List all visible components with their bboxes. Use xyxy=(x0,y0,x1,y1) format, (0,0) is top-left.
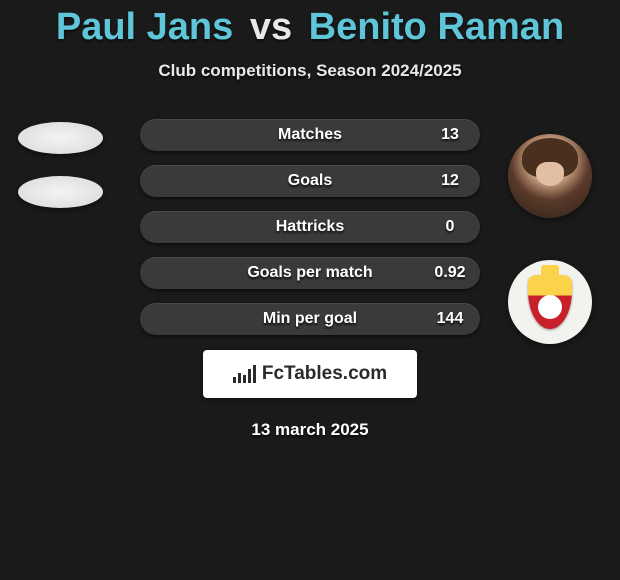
stat-row-goals: Goals 12 xyxy=(140,165,480,197)
stat-row-goals-per-match: Goals per match 0.92 xyxy=(140,257,480,289)
stat-label: Matches xyxy=(200,126,420,144)
stat-right-value: 13 xyxy=(420,126,480,144)
club-crest-icon xyxy=(528,275,572,329)
watermark-text: FcTables.com xyxy=(262,363,387,385)
chart-icon xyxy=(233,365,256,383)
stat-label: Min per goal xyxy=(200,310,420,328)
stats-table: Matches 13 Goals 12 Hattricks 0 Goals pe… xyxy=(140,119,480,335)
player1-avatar-placeholder xyxy=(18,122,103,154)
stat-right-value: 144 xyxy=(420,310,480,328)
watermark: FcTables.com xyxy=(203,350,417,398)
date-label: 13 march 2025 xyxy=(0,420,620,440)
subtitle: Club competitions, Season 2024/2025 xyxy=(0,61,620,81)
player1-club-placeholder xyxy=(18,176,103,208)
stat-row-matches: Matches 13 xyxy=(140,119,480,151)
stat-right-value: 12 xyxy=(420,172,480,190)
player2-club-crest xyxy=(508,260,592,344)
stat-label: Goals xyxy=(200,172,420,190)
stat-label: Goals per match xyxy=(200,264,420,282)
stat-right-value: 0.92 xyxy=(420,264,480,282)
stat-right-value: 0 xyxy=(420,218,480,236)
player2-name: Benito Raman xyxy=(309,6,564,48)
vs-label: vs xyxy=(250,6,292,48)
stat-row-hattricks: Hattricks 0 xyxy=(140,211,480,243)
stat-label: Hattricks xyxy=(200,218,420,236)
stat-row-min-per-goal: Min per goal 144 xyxy=(140,303,480,335)
player2-avatar xyxy=(508,134,592,218)
comparison-title: Paul Jans vs Benito Raman xyxy=(0,0,620,49)
player1-name: Paul Jans xyxy=(56,6,233,48)
